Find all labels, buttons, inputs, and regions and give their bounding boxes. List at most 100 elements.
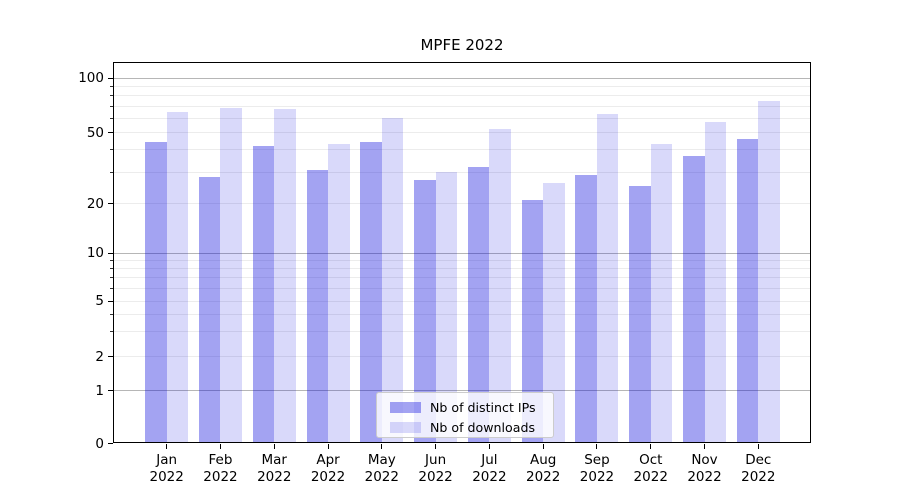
bar-distinct-ips xyxy=(145,142,167,444)
bar-distinct-ips xyxy=(575,174,597,444)
bar-downloads xyxy=(274,109,296,444)
x-tick xyxy=(327,443,329,449)
legend-swatch-downloads-icon xyxy=(390,421,421,433)
gridline-minor xyxy=(114,203,810,204)
bar-distinct-ips xyxy=(306,169,329,444)
x-tick xyxy=(166,443,168,449)
x-tick xyxy=(435,443,437,449)
x-tick xyxy=(704,443,706,449)
bar-downloads xyxy=(489,129,511,444)
gridline-major xyxy=(114,390,810,391)
y-tick xyxy=(108,252,113,254)
x-tick xyxy=(273,443,275,449)
x-tick xyxy=(757,443,759,449)
x-tick-label: Apr 2022 xyxy=(310,452,346,485)
bar-downloads xyxy=(650,144,673,444)
x-tick-label: Jul 2022 xyxy=(472,452,507,485)
y-tick-minor xyxy=(110,331,113,333)
bar-distinct-ips xyxy=(629,186,651,444)
legend-swatch-distinct-ips-icon xyxy=(390,401,421,413)
bar-downloads xyxy=(543,183,565,444)
y-tick xyxy=(108,443,113,444)
legend-item-downloads: Nb of downloads xyxy=(390,418,545,436)
y-tick xyxy=(108,77,113,79)
bar-distinct-ips xyxy=(414,180,436,444)
gridline-minor xyxy=(114,314,810,316)
bar-distinct-ips xyxy=(198,177,221,444)
x-tick-label: Feb 2022 xyxy=(203,452,238,485)
bar-distinct-ips xyxy=(683,155,705,444)
y-tick-minor xyxy=(110,117,113,119)
y-tick-minor xyxy=(110,259,113,261)
legend: Nb of distinct IPs Nb of downloads xyxy=(376,392,554,438)
x-tick-label: Dec 2022 xyxy=(741,452,776,485)
y-tick xyxy=(108,132,113,133)
x-tick xyxy=(488,443,490,449)
gridline-minor xyxy=(114,277,810,279)
gridline-minor xyxy=(114,105,810,107)
gridline-minor xyxy=(114,171,810,173)
y-tick-label: 20 xyxy=(86,195,104,212)
y-tick-minor xyxy=(110,171,113,173)
gridline-minor xyxy=(114,287,810,289)
bar-downloads xyxy=(704,122,727,444)
bar-distinct-ips xyxy=(360,142,382,444)
y-tick-minor xyxy=(110,105,113,107)
bar-distinct-ips xyxy=(521,199,544,444)
y-tick-minor xyxy=(110,95,113,97)
gridline-minor xyxy=(114,95,810,97)
legend-item-distinct-ips: Nb of distinct IPs xyxy=(390,398,545,416)
x-tick-label: May 2022 xyxy=(364,452,399,485)
y-tick-label: 0 xyxy=(95,435,104,452)
y-tick-minor xyxy=(110,287,113,289)
y-tick xyxy=(108,203,113,204)
x-tick xyxy=(596,443,598,449)
y-tick xyxy=(108,390,113,391)
gridline-minor xyxy=(114,267,810,269)
bar-downloads xyxy=(596,114,619,444)
bar-distinct-ips xyxy=(467,167,490,444)
x-tick-label: Sep 2022 xyxy=(579,452,615,485)
legend-label-distinct-ips: Nb of distinct IPs xyxy=(430,399,536,415)
y-tick-minor xyxy=(110,314,113,316)
y-tick-minor xyxy=(110,85,113,87)
x-tick-label: Oct 2022 xyxy=(633,452,668,485)
y-tick-label: 100 xyxy=(78,70,104,86)
gridline-minor xyxy=(114,117,810,119)
y-tick-minor xyxy=(110,149,113,151)
x-tick xyxy=(381,443,383,449)
gridline-minor xyxy=(114,356,810,357)
bar-downloads xyxy=(381,118,404,444)
bar-distinct-ips xyxy=(736,138,759,444)
x-tick-label: Jan 2022 xyxy=(149,452,184,485)
x-tick xyxy=(542,443,544,449)
gridline-minor xyxy=(114,259,810,261)
y-tick-label: 5 xyxy=(95,293,104,309)
y-tick-minor xyxy=(110,267,113,269)
y-tick xyxy=(108,300,113,302)
gridline-minor xyxy=(114,132,810,133)
bar-downloads xyxy=(220,108,242,444)
y-tick-label: 10 xyxy=(86,245,104,261)
gridline-minor xyxy=(114,331,810,333)
legend-label-downloads: Nb of downloads xyxy=(430,419,536,435)
gridline-minor xyxy=(114,149,810,151)
x-tick xyxy=(219,443,221,449)
bar-downloads xyxy=(328,144,350,444)
bar-downloads xyxy=(758,100,780,444)
y-tick-minor xyxy=(110,277,113,279)
y-tick xyxy=(108,356,113,357)
y-tick-label: 50 xyxy=(86,124,104,141)
gridline-minor xyxy=(114,85,810,87)
y-tick-label: 2 xyxy=(95,348,104,365)
gridline-minor xyxy=(114,300,810,302)
bar-distinct-ips xyxy=(252,146,275,444)
bar-downloads xyxy=(166,111,189,444)
bar-downloads xyxy=(435,172,458,444)
chart-title: MPFE 2022 xyxy=(420,36,504,54)
x-tick-label: Aug 2022 xyxy=(525,452,561,485)
gridline-major xyxy=(114,77,810,79)
plot-area xyxy=(113,62,811,443)
gridline-major xyxy=(114,252,810,254)
